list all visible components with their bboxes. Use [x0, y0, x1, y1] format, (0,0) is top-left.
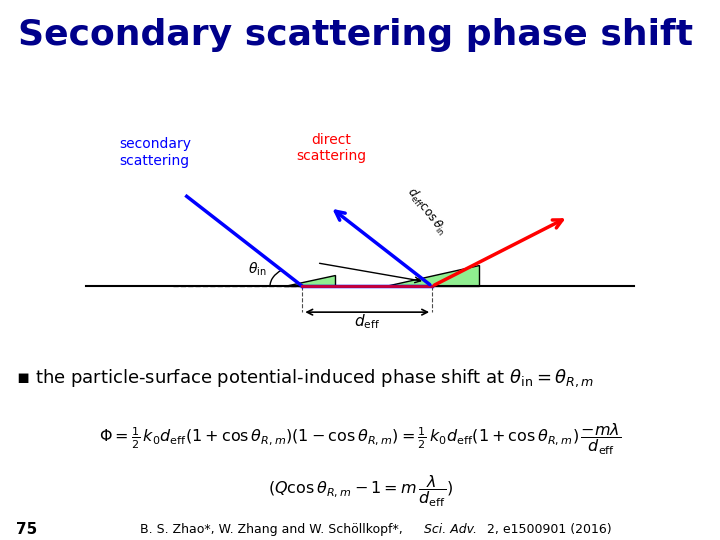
- Text: 2, e1500901 (2016): 2, e1500901 (2016): [483, 523, 611, 536]
- Text: direct
scattering: direct scattering: [296, 133, 366, 163]
- Text: Secondary scattering phase shift: Secondary scattering phase shift: [18, 18, 693, 52]
- Text: secondary
scattering: secondary scattering: [119, 137, 191, 167]
- Text: ▪: ▪: [16, 368, 29, 387]
- Text: 75: 75: [16, 522, 37, 537]
- Text: $d_{\rm eff}\cos\theta_{\rm in}$: $d_{\rm eff}\cos\theta_{\rm in}$: [403, 185, 451, 239]
- Text: $\Phi = \frac{1}{2}\,k_0 d_{\rm eff}(1+\cos\theta_{R,m})(1-\cos\theta_{R,m}) = \: $\Phi = \frac{1}{2}\,k_0 d_{\rm eff}(1+\…: [99, 421, 621, 457]
- Text: Sci. Adv.: Sci. Adv.: [423, 523, 477, 536]
- Text: the particle-surface potential-induced phase shift at $\theta_{\rm in} = \theta_: the particle-surface potential-induced p…: [35, 367, 594, 389]
- Text: B. S. Zhao*, W. Zhang and W. Schöllkopf*,: B. S. Zhao*, W. Zhang and W. Schöllkopf*…: [140, 523, 407, 536]
- Text: $\theta_{\rm in}$: $\theta_{\rm in}$: [248, 260, 267, 278]
- Polygon shape: [385, 265, 479, 286]
- Text: $(Q\cos\theta_{R,m} - 1 = m\,\dfrac{\lambda}{d_{\rm eff}})$: $(Q\cos\theta_{R,m} - 1 = m\,\dfrac{\lam…: [268, 473, 452, 509]
- Text: $d_{\rm eff}$: $d_{\rm eff}$: [354, 312, 380, 331]
- Polygon shape: [284, 274, 335, 286]
